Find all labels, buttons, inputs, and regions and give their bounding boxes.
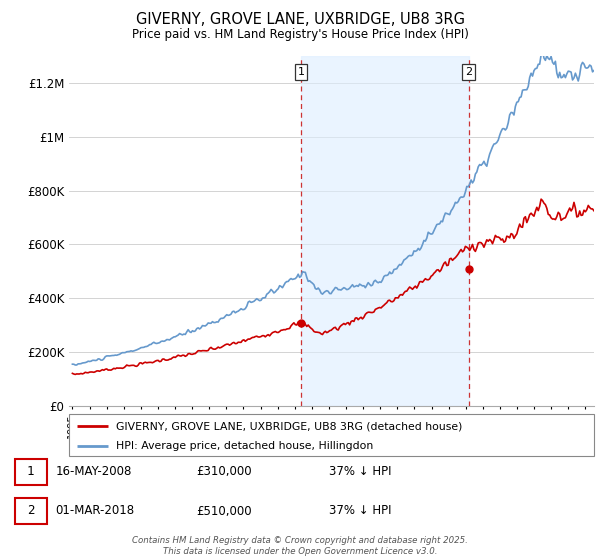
- Text: 1: 1: [298, 67, 305, 77]
- Text: HPI: Average price, detached house, Hillingdon: HPI: Average price, detached house, Hill…: [116, 441, 373, 451]
- Text: £510,000: £510,000: [196, 505, 252, 517]
- Text: 16-MAY-2008: 16-MAY-2008: [55, 465, 131, 478]
- Text: GIVERNY, GROVE LANE, UXBRIDGE, UB8 3RG (detached house): GIVERNY, GROVE LANE, UXBRIDGE, UB8 3RG (…: [116, 421, 463, 431]
- Text: 37% ↓ HPI: 37% ↓ HPI: [329, 465, 391, 478]
- FancyBboxPatch shape: [15, 459, 47, 485]
- Text: £310,000: £310,000: [196, 465, 252, 478]
- Text: 1: 1: [27, 465, 34, 478]
- Text: 01-MAR-2018: 01-MAR-2018: [55, 505, 134, 517]
- Text: Contains HM Land Registry data © Crown copyright and database right 2025.
This d: Contains HM Land Registry data © Crown c…: [132, 536, 468, 556]
- Text: 37% ↓ HPI: 37% ↓ HPI: [329, 505, 391, 517]
- Text: 2: 2: [465, 67, 472, 77]
- Text: 2: 2: [27, 505, 34, 517]
- Text: GIVERNY, GROVE LANE, UXBRIDGE, UB8 3RG: GIVERNY, GROVE LANE, UXBRIDGE, UB8 3RG: [136, 12, 464, 27]
- FancyBboxPatch shape: [15, 498, 47, 524]
- Bar: [301, 56, 469, 406]
- Text: Price paid vs. HM Land Registry's House Price Index (HPI): Price paid vs. HM Land Registry's House …: [131, 28, 469, 41]
- FancyBboxPatch shape: [69, 414, 594, 456]
